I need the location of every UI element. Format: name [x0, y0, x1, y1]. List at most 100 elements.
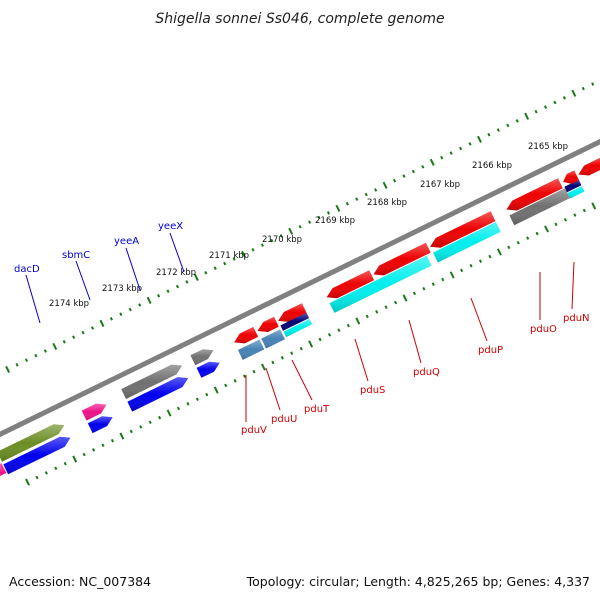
- outer-minor-tick: [204, 270, 208, 275]
- pduT-cds-b-shading: [283, 319, 313, 338]
- inner-minor-tick: [271, 360, 275, 365]
- pduQ-gene-shading: [373, 242, 431, 276]
- outer-minor-tick: [90, 326, 95, 330]
- outer-minor-tick: [374, 188, 378, 192]
- sbmC-cds-shading: [87, 416, 113, 434]
- inner-minor-tick: [554, 222, 558, 227]
- outer-minor-tick: [506, 123, 510, 128]
- pduN-leader-line: [571, 261, 575, 310]
- outer-major-tick: [99, 319, 105, 327]
- kbp-tick-labels: 2165 kbp 2166 kbp 2167 kbp 2168 kbp 2169 kbp…: [49, 142, 568, 309]
- outer-minor-tick: [449, 151, 453, 155]
- outer-minor-tick: [24, 358, 29, 363]
- inner-major-tick: [72, 455, 78, 463]
- inner-minor-tick: [488, 254, 492, 259]
- kbp-tick-label: 2173 kbp: [102, 284, 142, 294]
- pduP-cds-shading: [433, 222, 501, 263]
- outer-minor-tick: [562, 96, 566, 100]
- inner-minor-tick: [35, 475, 39, 480]
- outer-minor-tick: [553, 100, 557, 105]
- inner-major-tick: [449, 271, 455, 279]
- edge-gene-magenta-shading: [0, 463, 7, 477]
- dacD-cds-shading: [3, 436, 71, 475]
- outer-minor-tick: [175, 284, 180, 289]
- outer-major-tick: [335, 204, 341, 212]
- yeeA-cds-shading: [127, 377, 189, 412]
- outer-minor-tick: [543, 105, 548, 109]
- pduP-gene-shading: [430, 211, 496, 248]
- pduP-leader-line: [470, 297, 488, 342]
- outer-major-tick: [477, 135, 482, 143]
- pduT-gene-shading: [278, 303, 307, 322]
- inner-minor-tick: [82, 452, 86, 457]
- pduV-gene-shading: [234, 326, 259, 344]
- inner-minor-tick: [92, 448, 96, 452]
- outer-minor-tick: [392, 178, 397, 183]
- sbmC-gene-shading: [81, 403, 107, 421]
- outer-major-tick: [429, 158, 435, 166]
- outer-minor-tick: [411, 169, 415, 174]
- outer-minor-tick: [119, 312, 123, 316]
- pduP-label: pduP: [478, 345, 503, 356]
- inner-minor-tick: [346, 323, 350, 328]
- inner-minor-tick: [327, 333, 332, 337]
- inner-minor-tick: [318, 337, 322, 342]
- kbp-tick-label: 2166 kbp: [472, 161, 512, 171]
- outer-minor-tick: [138, 303, 142, 307]
- kbp-tick-label: 2169 kbp: [315, 216, 355, 226]
- yeeA-label: yeeA: [114, 236, 139, 247]
- inner-major-tick: [308, 340, 314, 348]
- inner-minor-tick: [384, 305, 388, 309]
- outer-minor-tick: [279, 234, 283, 238]
- genome-summary-text: Topology: circular; Length: 4,825,265 bp…: [246, 574, 590, 589]
- kbp-tick-label: 2165 kbp: [528, 142, 568, 152]
- kbp-tick-label: 2172 kbp: [156, 268, 196, 278]
- inner-major-tick: [166, 409, 172, 417]
- outer-minor-tick: [223, 261, 227, 266]
- outer-minor-tick: [468, 142, 472, 146]
- outer-minor-tick: [591, 82, 595, 86]
- outer-major-tick: [193, 273, 199, 281]
- kbp-tick-label: 2168 kbp: [367, 198, 407, 208]
- outer-minor-tick: [251, 247, 255, 252]
- outer-minor-tick: [298, 224, 302, 229]
- outer-minor-tick: [72, 335, 76, 339]
- outer-major-tick: [52, 342, 58, 350]
- outer-minor-tick: [326, 211, 331, 215]
- outer-minor-tick: [166, 289, 170, 293]
- inner-minor-tick: [148, 420, 152, 425]
- dacD-leader-line: [25, 274, 41, 324]
- outer-minor-tick: [515, 119, 519, 123]
- pduS-label: pduS: [360, 385, 385, 396]
- inner-minor-tick: [195, 397, 199, 402]
- outer-minor-tick: [581, 86, 585, 91]
- inner-minor-tick: [460, 268, 464, 273]
- pduV-cds-shading: [237, 339, 265, 360]
- outer-major-tick: [524, 112, 530, 120]
- inner-major-tick: [261, 363, 266, 371]
- inner-major-tick: [355, 317, 361, 325]
- inner-minor-tick: [507, 245, 511, 250]
- gene-labels: dacD sbmC yeeA yeeX pduV pduU pduT pduS pduQ pduP…: [14, 221, 590, 436]
- inner-minor-tick: [299, 346, 303, 351]
- pduN-extra-gene-shading: [578, 157, 600, 176]
- yeeA-leader-line: [125, 247, 141, 291]
- outer-major-tick: [571, 89, 577, 97]
- outer-minor-tick: [496, 128, 500, 132]
- inner-minor-tick: [44, 471, 48, 475]
- pduO-cds-shading: [509, 188, 570, 226]
- pduT-leader-line: [291, 359, 313, 401]
- inner-minor-tick: [158, 415, 162, 420]
- inner-minor-tick: [186, 402, 190, 406]
- inner-major-tick: [591, 202, 597, 210]
- inner-major-tick: [544, 225, 549, 233]
- outer-minor-tick: [317, 215, 321, 220]
- outer-minor-tick: [185, 280, 189, 284]
- yeeX-cds-shading: [196, 361, 220, 378]
- inner-minor-tick: [441, 277, 445, 282]
- pduO-label: pduO: [530, 324, 557, 335]
- outer-minor-tick: [364, 192, 368, 197]
- kbp-ticks: [5, 82, 597, 486]
- pduO-cds-b-shading: [567, 186, 585, 199]
- outer-minor-tick: [109, 317, 113, 321]
